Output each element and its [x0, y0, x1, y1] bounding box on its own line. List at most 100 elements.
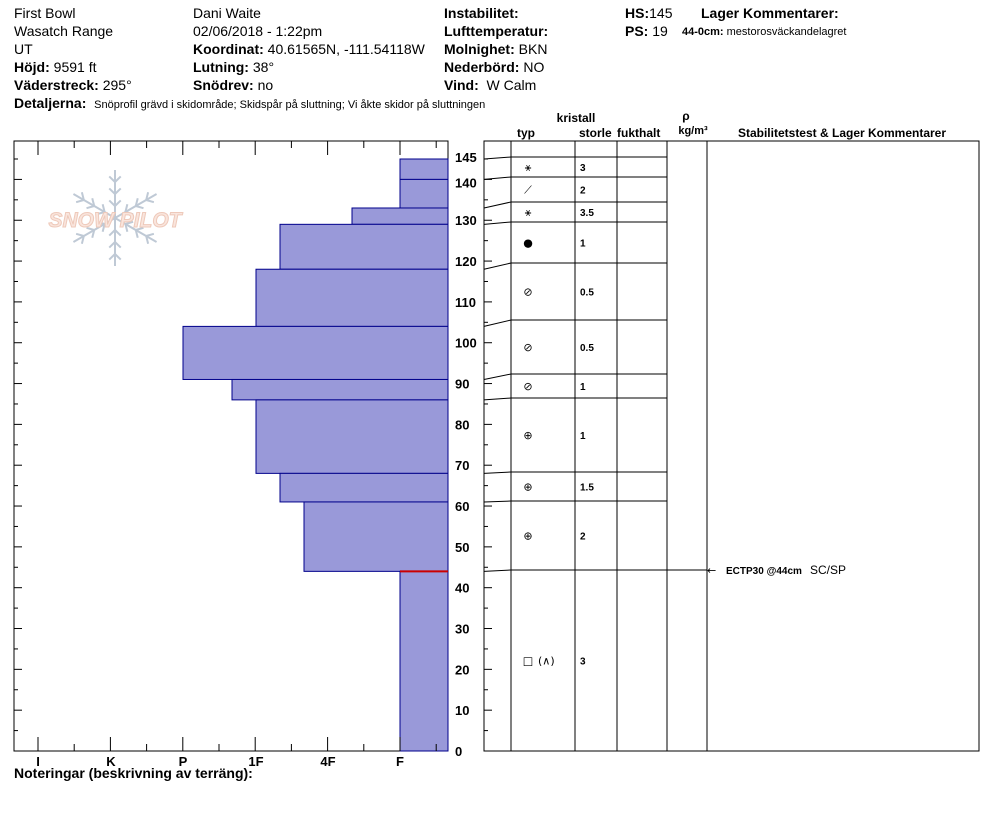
snowflake-branch [134, 229, 139, 239]
drift-row: Snödrev: no [193, 76, 273, 94]
location: First Bowl [14, 5, 76, 21]
depth-label: 10 [455, 703, 469, 718]
hardness-label: 1F [248, 754, 263, 769]
wind-row: Vind: W Calm [444, 76, 536, 94]
depth-label: 100 [455, 336, 477, 351]
snowflake-branch [114, 241, 122, 249]
precip-label: Nederbörd: [444, 59, 520, 75]
details-row: Detaljerna: Snöprofil grävd i skidområde… [14, 94, 485, 114]
col-density-unit: kg/m³ [678, 125, 708, 137]
terrain-notes-label: Noteringar (beskrivning av terräng): [14, 765, 253, 781]
hardness-label: P [179, 754, 188, 769]
depth-label: 110 [455, 295, 476, 310]
hardness-label: K [106, 754, 116, 769]
depth-label: 50 [455, 540, 469, 555]
elevation-value: 9591 ft [53, 59, 97, 75]
hardness-bar [399, 158, 449, 180]
coord-value: 40.61565N, -111.54118W [267, 41, 425, 57]
crystal-type-icon: ⟋ [524, 184, 532, 197]
stability-note: SC/SP [810, 563, 846, 577]
depth-label: 70 [455, 458, 469, 473]
col-size: storlek [579, 126, 619, 140]
wind-value: W Calm [486, 77, 537, 93]
col-type: typ [517, 126, 535, 140]
observer: Dani Waite [193, 5, 261, 21]
airtemp-label: Lufttemperatur: [444, 23, 549, 39]
hardness-bar [399, 178, 449, 209]
crystal-secondary-type: (∧) [538, 655, 555, 668]
snowflake-branch [108, 175, 116, 183]
hardness-bar [182, 325, 449, 380]
layer-connector [483, 471, 512, 474]
snowpilot-logo: SNOW PILOT [48, 170, 184, 266]
hardness-bar [351, 207, 449, 225]
layer-comment-row: 44-0cm: mestorosväckandelagret [682, 23, 846, 41]
layer-connector [483, 201, 512, 209]
details-text: Snöprofil grävd i skidområde; Skidspår p… [94, 99, 486, 111]
elevation-row: Höjd: 9591 ft [14, 58, 96, 76]
layer-connector [483, 373, 512, 380]
layer-connector [483, 319, 512, 327]
hardness-bar [279, 472, 449, 503]
crystal-size: 0.5 [580, 343, 594, 354]
depth-label: 130 [455, 213, 477, 228]
drift-value: no [257, 77, 274, 93]
snowflake-branch [114, 229, 122, 237]
snowflake-branch [108, 187, 116, 195]
layer-connector [483, 156, 512, 160]
snowflake-branch [75, 232, 85, 237]
crystal-type-icon: ⊘ [523, 380, 532, 393]
details-label: Detaljerna: [14, 95, 87, 111]
crystal-type-icon: ⚹ [525, 206, 532, 219]
depth-label: 60 [455, 499, 469, 514]
col-rho: ρ [682, 109, 689, 123]
crystal-size: 3.5 [580, 208, 594, 219]
hardness-bar [279, 223, 449, 270]
depth-label: 90 [455, 377, 469, 392]
hardness-bars [182, 158, 449, 752]
coord-label: Koordinat: [193, 41, 264, 57]
instability-label: Instabilitet: [444, 5, 519, 21]
snowflake-branch [125, 211, 134, 216]
layer-comments-heading: Lager Kommentarer: [701, 4, 839, 22]
snowflake-branch [108, 241, 116, 249]
snowflake-branch [114, 187, 122, 195]
snowflake-branch [80, 191, 85, 201]
crystal-size: 2 [580, 186, 586, 197]
snowflake-branch [86, 205, 95, 210]
depth-label: 120 [455, 254, 477, 269]
crystal-type-icon: ⚹ [525, 161, 532, 174]
snowflake-branch [114, 199, 122, 207]
crystal-size: 3 [580, 163, 586, 174]
crystal-type-icon: ⊕ [523, 429, 532, 442]
slope-value: 38° [252, 59, 275, 75]
state: UT [14, 41, 33, 57]
snowflake-branch [91, 229, 96, 239]
snowflake-branch [134, 197, 139, 207]
elevation-label: Höjd: [14, 59, 50, 75]
depth-label: 145 [455, 150, 477, 165]
layer-connector [483, 176, 512, 180]
layer-connector [483, 569, 512, 572]
airtemp-row: Lufttemperatur: [444, 22, 548, 40]
snowflake-branch [91, 197, 96, 207]
snowflake-branch [108, 199, 116, 207]
layer-table: ⚹ 3 ⟋ 2 ⚹ 3.5 ● 1 ⊘ 0.5 ⊘ 0.5 ⊘ 1 ⊕ 1 ⊕ 1.5 ⊕ 2 □ (∧) 3 ← ECTP30… [483, 141, 846, 751]
col-stability: Stabilitetstest & Lager Kommentarer [738, 126, 946, 140]
slope-row: Lutning: 38° [193, 58, 274, 76]
sky-value: BKN [518, 41, 548, 57]
snowflake-branch [145, 191, 150, 201]
crystal-type-icon: ● [523, 237, 533, 250]
slope-label: Lutning: [193, 59, 249, 75]
depth-label: 20 [455, 662, 469, 677]
snowflake-branch [124, 223, 129, 233]
crystal-type-icon: ⊘ [523, 341, 532, 354]
coord-row: Koordinat: 40.61565N, -111.54118W [193, 40, 425, 58]
hardness-label: I [36, 754, 40, 769]
depth-label: 40 [455, 581, 469, 596]
snowflake-branch [145, 232, 155, 237]
crystal-size: 1 [580, 431, 586, 442]
layer-connector [483, 221, 512, 225]
datetime: 02/06/2018 - 1:22pm [193, 23, 323, 39]
drift-label: Snödrev: [193, 77, 254, 93]
